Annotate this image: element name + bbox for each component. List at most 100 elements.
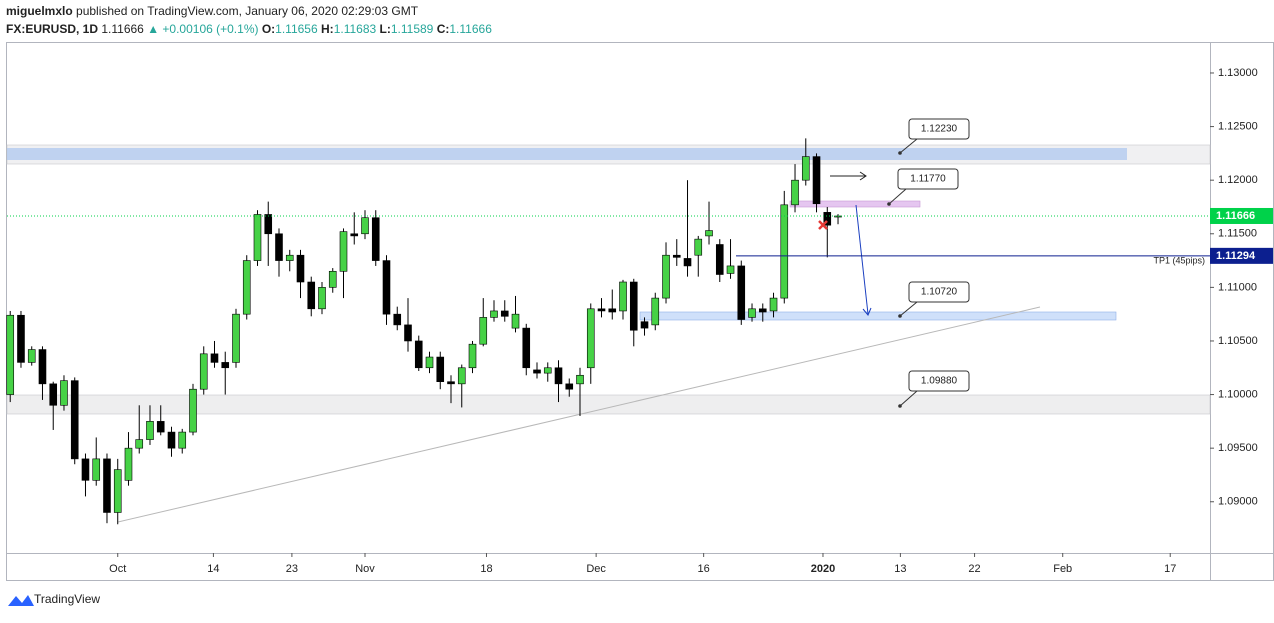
- candle-body: [457, 367, 466, 385]
- symbol-line: FX:EURUSD, 1D 1.11666 ▲ +0.00106 (+0.1%)…: [6, 22, 492, 36]
- candle-body: [608, 308, 617, 313]
- footer-brand: TradingView: [34, 592, 100, 606]
- candle-body: [318, 287, 326, 310]
- arrow-head: [862, 307, 872, 316]
- cross: [818, 220, 828, 230]
- c-value: 1.11666: [449, 22, 492, 36]
- last: 1.11666: [101, 22, 144, 36]
- callout-dot: [887, 202, 891, 206]
- o-label: O:: [262, 22, 275, 36]
- y-tick-label: 1.10500: [1218, 335, 1258, 347]
- candle-body: [511, 313, 520, 329]
- candle-body: [92, 458, 101, 481]
- candle-body: [414, 340, 423, 369]
- x-tick-label: 17: [1164, 563, 1176, 575]
- candle-body: [371, 217, 380, 261]
- x-tick-label: Dec: [586, 563, 606, 575]
- candle-body: [576, 374, 584, 385]
- gray-zone: [6, 394, 1211, 415]
- callout-connector: [899, 301, 918, 317]
- candle-body: [672, 254, 681, 258]
- candle-body: [339, 231, 348, 272]
- candle-body: [232, 313, 240, 363]
- candle-body: [382, 260, 391, 315]
- x-tick-label: 13: [894, 563, 906, 575]
- candle-body: [103, 458, 111, 513]
- candle-body: [543, 367, 552, 374]
- change: ▲ +0.00106 (+0.1%): [147, 22, 258, 36]
- tp-label: TP1 (45pips): [1153, 255, 1205, 265]
- callout-label: 1.09880: [921, 376, 958, 387]
- candle-body: [726, 265, 735, 274]
- candle-body: [404, 324, 412, 342]
- candle-body: [242, 260, 251, 315]
- candle-body: [769, 297, 778, 312]
- x-tick-label: Nov: [355, 563, 375, 575]
- published: published on TradingView.com, January 06…: [76, 4, 419, 18]
- callout-box: [908, 370, 970, 392]
- candle-body: [586, 308, 595, 369]
- candle-body: [533, 369, 541, 374]
- candle-body: [823, 212, 832, 226]
- candle-body: [285, 254, 294, 261]
- candle-body: [651, 297, 660, 326]
- x-tick-label: 16: [698, 563, 710, 575]
- candle-body: [81, 458, 90, 481]
- candle-body: [113, 469, 122, 513]
- h-value: 1.11683: [334, 22, 377, 36]
- c-label: C:: [437, 22, 450, 36]
- candle-body: [715, 244, 724, 275]
- callout-dot: [898, 151, 902, 155]
- candle-body: [135, 439, 144, 449]
- callout-connector: [899, 138, 918, 154]
- callout-box: [908, 118, 970, 140]
- price-badge: [1210, 247, 1273, 264]
- callout-label: 1.12230: [921, 124, 958, 135]
- candle-body: [328, 270, 337, 288]
- x-tick-label: 14: [207, 563, 219, 575]
- candle-body: [554, 367, 563, 385]
- symbol: FX:EURUSD, 1D: [6, 22, 98, 36]
- l-value: 1.11589: [391, 22, 434, 36]
- candle-body: [221, 362, 230, 369]
- y-tick-label: 1.09500: [1218, 442, 1258, 454]
- trendline: [117, 306, 1041, 523]
- candle-body: [490, 310, 498, 318]
- candle-body: [199, 353, 208, 390]
- l-label: L:: [380, 22, 391, 36]
- callout-box: [908, 281, 970, 303]
- candle-body: [619, 281, 627, 312]
- blue-zone: [7, 148, 1127, 160]
- candle-body: [500, 310, 509, 317]
- x-tick-label: Feb: [1053, 563, 1072, 575]
- callout-box: [897, 168, 959, 190]
- candle-body: [758, 308, 767, 313]
- candle-body: [812, 156, 821, 205]
- price-badge: [1210, 207, 1273, 224]
- candle-body: [683, 258, 692, 267]
- pink-zone: [789, 200, 921, 208]
- candle-body: [307, 281, 316, 310]
- candle-body: [597, 308, 606, 312]
- candle-body: [694, 238, 703, 256]
- y-tick-label: 1.09000: [1218, 496, 1258, 508]
- candle-body: [436, 356, 445, 383]
- candle-body: [565, 383, 574, 390]
- candle-body: [479, 317, 488, 345]
- x-tick-label: 18: [480, 563, 492, 575]
- candle-body: [801, 156, 810, 181]
- candle-body: [791, 179, 799, 206]
- callout-label: 1.10720: [921, 287, 958, 298]
- x-tick-label: Oct: [109, 563, 126, 575]
- candle-body: [447, 381, 455, 385]
- callout-label: 1.11770: [910, 174, 946, 185]
- candle-body: [393, 313, 402, 326]
- y-tick-label: 1.11000: [1218, 281, 1257, 293]
- candle-body: [350, 233, 359, 237]
- y-tick-label: 1.12000: [1218, 174, 1258, 186]
- candle-body: [6, 314, 15, 395]
- candle-body: [275, 233, 283, 261]
- y-tick-label: 1.10000: [1218, 388, 1258, 400]
- candle-body: [70, 380, 79, 460]
